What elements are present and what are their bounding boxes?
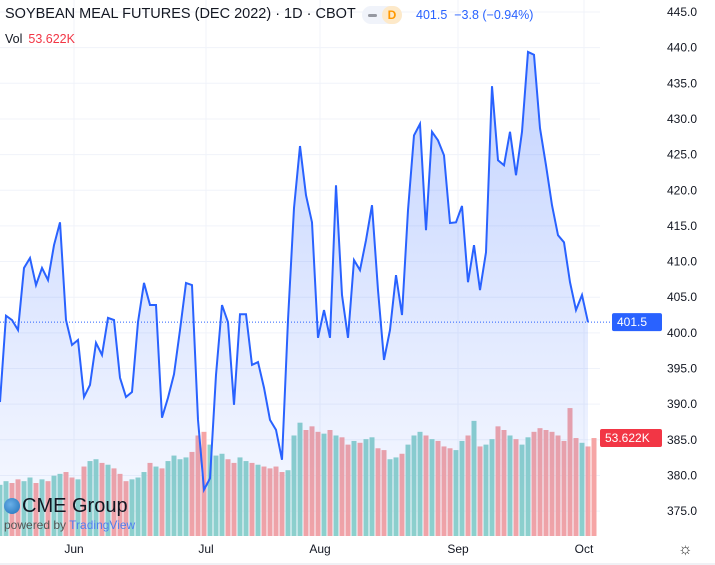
y-tick-label: 410.0	[667, 255, 697, 269]
y-tick-label: 395.0	[667, 362, 697, 376]
price-tag	[612, 313, 662, 332]
interval-toggle[interactable]: D	[362, 6, 402, 24]
globe-icon	[4, 498, 20, 514]
y-tick-label: 440.0	[667, 41, 697, 55]
price-change: −3.8 (−0.94%)	[454, 8, 534, 22]
y-tick-label: 385.0	[667, 433, 697, 447]
y-tick-label: 375.0	[667, 504, 697, 518]
y-tick-label: 420.0	[667, 183, 697, 197]
x-tick-label: Jul	[198, 542, 213, 556]
volume-tag-label: 53.622K	[605, 431, 650, 445]
y-tick-label: 390.0	[667, 397, 697, 411]
y-tick-label: 435.0	[667, 76, 697, 90]
x-tick-label: Jun	[64, 542, 83, 556]
interval-label: D	[382, 6, 402, 24]
logo-text: CME Group	[22, 495, 128, 517]
theme-toggle-sun-icon[interactable]: ☼	[678, 541, 693, 558]
last-price-readout: 401.5 −3.8 (−0.94%)	[416, 8, 533, 22]
powered-by-text: powered by	[4, 518, 67, 532]
y-tick-label: 430.0	[667, 112, 697, 126]
y-tick-label: 380.0	[667, 468, 697, 482]
volume-legend: Vol 53.622K	[5, 32, 75, 46]
volume-tag	[600, 429, 662, 447]
volume-bar	[591, 438, 597, 536]
x-tick-label: Sep	[447, 542, 469, 556]
y-tick-label: 445.0	[667, 5, 697, 19]
y-tick-label: 415.0	[667, 219, 697, 233]
minus-icon	[368, 14, 377, 17]
powered-by[interactable]: powered by TradingView	[4, 518, 135, 532]
cme-group-logo[interactable]: CME Group	[4, 495, 128, 518]
volume-value: 53.622K	[28, 32, 75, 46]
chart-title: SOYBEAN MEAL FUTURES (DEC 2022) · 1D · C…	[5, 6, 356, 22]
x-tick-label: Oct	[575, 542, 594, 556]
volume-label: Vol	[5, 32, 23, 46]
tradingview-link[interactable]: TradingView	[69, 518, 136, 532]
price-line	[0, 50, 589, 494]
price-tag-label: 401.5	[617, 315, 647, 329]
y-tick-label: 400.0	[667, 326, 697, 340]
last-price: 401.5	[416, 8, 448, 22]
y-tick-label: 425.0	[667, 148, 697, 162]
x-tick-label: Aug	[309, 542, 330, 556]
y-tick-label: 405.0	[667, 290, 697, 304]
price-area	[0, 51, 588, 536]
